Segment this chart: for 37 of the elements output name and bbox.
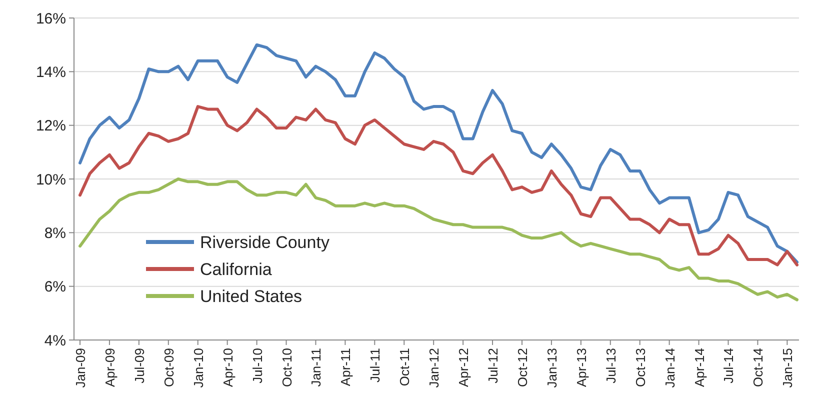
- x-tick-label: Apr-10: [220, 348, 236, 388]
- line-series: [78, 178, 798, 302]
- x-tick-label: Oct-10: [279, 348, 294, 388]
- y-tick-label: 16%: [36, 10, 66, 28]
- x-tick-label: Jan-13: [544, 348, 560, 388]
- x-tick-label: Jul-09: [132, 348, 147, 384]
- legend-label: California: [200, 260, 272, 279]
- x-tick-label: Oct-14: [750, 348, 766, 388]
- x-tick-label: Oct-12: [514, 348, 530, 388]
- y-tick-label: 14%: [36, 64, 66, 81]
- x-tick-label: Jul-12: [486, 348, 501, 384]
- legend-label: United States: [200, 286, 302, 306]
- x-tick-label: Jul-10: [250, 348, 265, 384]
- y-tick-label: 10%: [36, 171, 66, 188]
- legend-label: Riverside County: [200, 232, 330, 252]
- y-tick-label: 4%: [44, 332, 66, 350]
- x-tick-label: Apr-12: [456, 348, 472, 388]
- x-tick-label: Apr-13: [574, 348, 589, 388]
- line-series: [78, 43, 798, 264]
- x-tick-label: Jul-14: [721, 348, 736, 384]
- x-tick-label: Apr-09: [102, 348, 118, 388]
- x-tick-label: Oct-13: [632, 348, 648, 388]
- x-tick-label: Jan-15: [780, 348, 796, 388]
- x-tick-label: Oct-11: [397, 348, 412, 386]
- x-tick-label: Jan-10: [190, 348, 206, 388]
- x-tick-label: Jan-12: [426, 348, 442, 388]
- x-tick-label: Jan-09: [73, 348, 88, 388]
- x-tick-label: Jul-11: [368, 348, 383, 382]
- x-tick-label: Oct-09: [161, 348, 176, 388]
- x-tick-label: Jul-13: [603, 348, 618, 384]
- x-tick-label: Jan-14: [662, 348, 678, 388]
- x-tick-label: Apr-11: [338, 348, 354, 386]
- x-tick-label: Jan-11: [308, 348, 324, 387]
- y-tick-label: 8%: [44, 224, 66, 242]
- y-tick-label: 12%: [36, 118, 66, 135]
- y-tick-label: 6%: [44, 278, 66, 296]
- x-tick-label: Apr-14: [692, 348, 707, 388]
